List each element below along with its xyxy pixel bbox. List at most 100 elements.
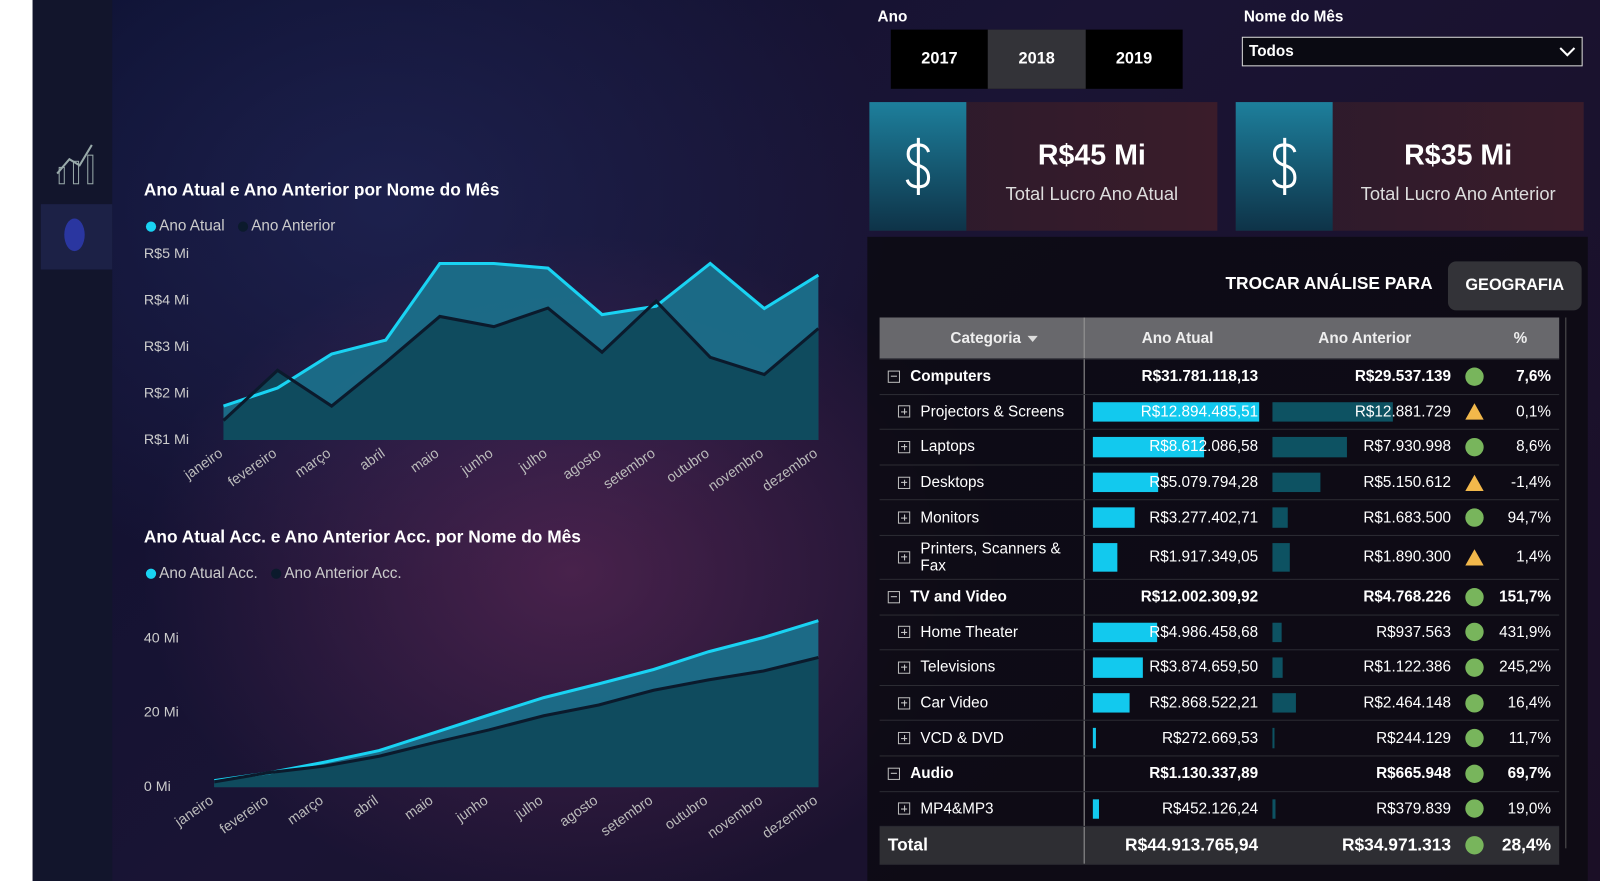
previous-year-value: R$1.683.500 <box>1363 509 1452 527</box>
data-bar <box>1272 798 1276 819</box>
current-year-value: R$3.277.402,71 <box>1149 509 1259 527</box>
previous-year-value: R$29.537.139 <box>1354 367 1452 386</box>
header-label: Ano Anterior <box>1318 329 1412 347</box>
category-name: Projectors & Screens <box>920 403 1065 421</box>
expand-toggle[interactable] <box>897 732 911 745</box>
scrollbar[interactable] <box>1565 317 1576 849</box>
previous-year-cell: R$665.948 <box>1270 756 1459 790</box>
expand-toggle[interactable] <box>897 476 911 489</box>
percent-value: 1,4% <box>1516 548 1552 567</box>
category-name: VCD & DVD <box>920 729 1004 747</box>
current-year-cell: R$1.917.349,05 <box>1085 536 1271 579</box>
current-year-cell: R$1.130.337,89 <box>1085 756 1271 790</box>
dollar-icon <box>1235 102 1333 231</box>
year-filter-label: Ano <box>877 8 908 26</box>
category-name: Monitors <box>920 509 980 527</box>
current-year-value: R$452.126,24 <box>1161 800 1259 818</box>
expand-toggle[interactable] <box>897 405 911 418</box>
category-name: MP4&MP3 <box>920 800 994 818</box>
expand-toggle[interactable] <box>887 590 900 604</box>
x-tick-label: dezembro <box>760 445 821 495</box>
status-cell <box>1459 536 1490 579</box>
category-name: Home Theater <box>920 623 1018 641</box>
table-row: VCD & DVD R$272.669,53 R$244.129 11,7% <box>879 721 1560 757</box>
sidebar <box>32 0 113 881</box>
month-filter-label: Nome do Mês <box>1243 8 1344 26</box>
header-cell[interactable]: Categoria <box>880 317 1085 359</box>
x-tick-label: fevereiro <box>217 793 272 838</box>
year-button[interactable]: 2017 <box>921 50 958 68</box>
current-year-cell: R$31.781.118,13 <box>1085 359 1271 393</box>
table-row: MP4&MP3 R$452.126,24 R$379.839 19,0% <box>879 791 1560 828</box>
percent-cell: 28,4% <box>1490 827 1559 864</box>
data-bar <box>1092 657 1143 678</box>
percent-value: 151,7% <box>1499 588 1552 606</box>
status-cell <box>1459 395 1490 429</box>
percent-cell: 245,2% <box>1490 650 1559 684</box>
series-line <box>222 298 820 422</box>
category-name: Printers, Scanners & Fax <box>920 540 1061 575</box>
x-tick-label: março <box>285 793 327 829</box>
percent-cell: 8,6% <box>1490 430 1559 464</box>
header-cell <box>1459 317 1490 358</box>
category-cell: MP4&MP3 <box>880 791 1085 827</box>
data-bar <box>1272 437 1347 458</box>
status-cell <box>1459 465 1490 499</box>
table-header: Categoria Ano Atual Ano Anterior% <box>879 317 1560 360</box>
current-year-value: R$2.868.522,21 <box>1149 694 1259 712</box>
year-button[interactable]: 2018 <box>988 29 1086 89</box>
status-good <box>1465 729 1484 748</box>
category-name: Computers <box>910 367 992 386</box>
header-cell[interactable]: Ano Anterior <box>1270 317 1459 358</box>
category-name: TV and Video <box>910 588 1007 606</box>
category-name: Audio <box>910 764 954 783</box>
y-tick-label: R$2 Mi <box>144 385 189 401</box>
x-tick-label: outubro <box>664 445 713 486</box>
kpi-card: R$35 Mi Total Lucro Ano Anterior <box>1235 102 1584 231</box>
percent-cell: 69,7% <box>1490 756 1559 790</box>
current-year-value: R$44.913.765,94 <box>1125 835 1259 855</box>
category-cell: Laptops <box>880 429 1085 465</box>
header-cell[interactable]: % <box>1490 317 1559 358</box>
status-cell <box>1459 430 1490 464</box>
nav-icon[interactable] <box>64 218 85 252</box>
data-bar <box>1272 472 1321 493</box>
month-dropdown[interactable]: Todos <box>1241 36 1583 67</box>
y-tick-label: 20 Mi <box>144 705 179 721</box>
x-tick-label: janeiro <box>172 793 217 831</box>
percent-cell: 16,4% <box>1490 686 1559 720</box>
switch-label: TROCAR ANÁLISE PARA <box>1225 273 1433 293</box>
y-tick-label: 40 Mi <box>144 631 179 647</box>
status-cell <box>1459 756 1490 790</box>
previous-year-value: R$4.768.226 <box>1363 588 1452 606</box>
current-year-cell: R$5.079.794,28 <box>1085 465 1271 499</box>
table-row: Computers R$31.781.118,13 R$29.537.139 7,6% <box>879 359 1560 395</box>
switch-button[interactable]: GEOGRAFIA <box>1447 261 1582 311</box>
previous-year-value: R$5.150.612 <box>1363 473 1452 492</box>
status-good <box>1465 508 1484 527</box>
expand-toggle[interactable] <box>887 767 900 780</box>
chart-icon[interactable] <box>56 144 93 175</box>
percent-value: 8,6% <box>1516 438 1552 456</box>
expand-toggle[interactable] <box>887 370 900 383</box>
current-year-value: R$272.669,53 <box>1161 729 1259 747</box>
expand-toggle[interactable] <box>897 661 911 674</box>
x-tick-label: abril <box>350 793 381 822</box>
category-cell: VCD & DVD <box>880 721 1085 756</box>
expand-toggle[interactable] <box>897 626 911 639</box>
year-button[interactable]: 2019 <box>1115 50 1153 68</box>
expand-toggle[interactable] <box>897 696 911 710</box>
data-bar <box>1092 798 1099 819</box>
percent-value: 0,1% <box>1516 403 1552 421</box>
expand-toggle[interactable] <box>897 511 911 524</box>
legend-label: Ano Anterior <box>251 218 335 235</box>
previous-year-value: R$665.948 <box>1376 764 1452 783</box>
kpi-value: R$35 Mi <box>1404 138 1513 171</box>
status-cell <box>1459 827 1490 864</box>
expand-toggle[interactable] <box>897 551 911 564</box>
expand-toggle[interactable] <box>897 802 911 815</box>
expand-toggle[interactable] <box>897 440 911 454</box>
x-tick-label: setembro <box>598 793 656 840</box>
area-fill <box>223 301 819 440</box>
header-cell[interactable]: Ano Atual <box>1085 317 1271 358</box>
